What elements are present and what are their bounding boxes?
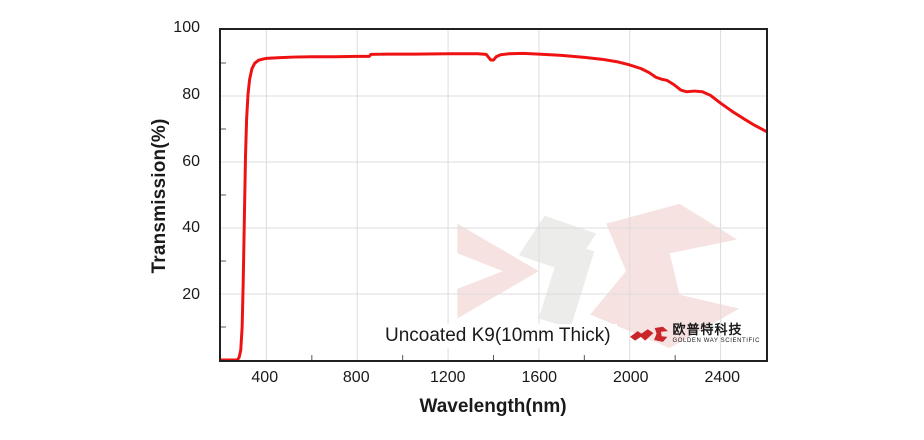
brand-logo: 欧普特科技 GOLDEN WAY SCIENTIFIC [629,322,761,346]
watermark-logo [457,203,740,349]
y-tick-label: 80 [182,85,200,103]
brand-name-en: GOLDEN WAY SCIENTIFIC [672,338,760,344]
annotation: Uncoated K9(10mm Thick) [379,324,617,348]
y-axis-title: Transmission(%) [149,118,170,274]
brand-name-cn: 欧普特科技 [672,322,743,337]
brand-logo-text: 欧普特科技 GOLDEN WAY SCIENTIFIC [673,323,761,345]
x-tick-label: 2400 [704,369,741,386]
plot-area: Uncoated K9(10mm Thick) 欧普特科技 GOLDEN WAY… [219,28,768,362]
x-tick-label: 2000 [612,369,649,386]
y-tick-label: 100 [173,19,200,36]
x-tick-label: 1200 [429,369,466,386]
x-axis-title: Wavelength(nm) [419,396,567,417]
x-tick-label: 1600 [521,369,558,386]
y-tick-label: 40 [182,219,200,237]
x-tick-label: 400 [251,369,279,386]
curve-canvas [221,30,766,360]
brand-logo-icon [629,326,668,342]
y-tick-label: 60 [182,152,200,170]
x-tick-label: 800 [342,369,370,386]
y-tick-label: 20 [182,286,200,304]
